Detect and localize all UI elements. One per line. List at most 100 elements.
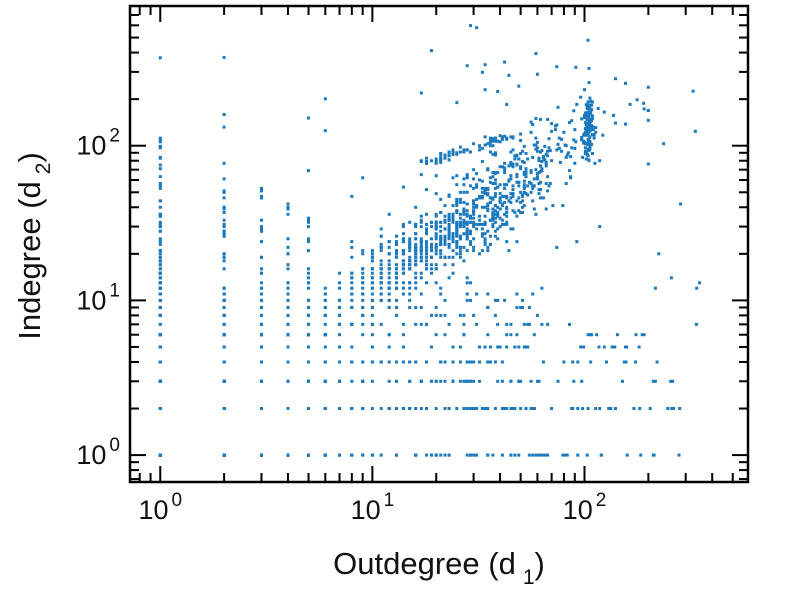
data-point <box>307 216 310 220</box>
data-point <box>338 379 341 383</box>
data-point <box>395 286 398 290</box>
data-point <box>379 242 383 246</box>
data-point <box>462 218 466 222</box>
data-point <box>493 204 497 208</box>
data-point <box>531 292 535 296</box>
data-point <box>491 207 495 211</box>
data-point <box>361 407 365 410</box>
data-point <box>222 190 226 194</box>
data-point <box>531 186 535 190</box>
data-point <box>572 138 576 142</box>
data-point <box>361 249 365 253</box>
data-point <box>517 157 521 161</box>
data-point <box>338 453 341 457</box>
data-point <box>498 183 502 187</box>
data-point <box>458 245 462 249</box>
data-point <box>350 453 354 457</box>
data-point <box>430 267 433 271</box>
data-point <box>370 333 374 337</box>
data-point <box>361 298 365 302</box>
data-point <box>350 407 354 410</box>
data-point <box>401 249 405 253</box>
data-point <box>401 345 405 349</box>
data-point <box>491 214 495 218</box>
data-point <box>425 281 428 285</box>
data-point <box>509 200 513 204</box>
data-point <box>443 263 447 267</box>
data-point <box>158 240 162 244</box>
data-point <box>496 139 500 143</box>
data-point <box>491 222 495 226</box>
data-point <box>498 345 502 349</box>
data-point <box>515 163 519 167</box>
data-point <box>632 407 636 410</box>
data-point <box>534 212 538 216</box>
data-point <box>419 259 423 263</box>
data-point <box>323 360 327 364</box>
data-point <box>323 345 327 349</box>
data-point <box>547 137 551 141</box>
data-point <box>370 313 374 317</box>
data-point <box>513 154 517 158</box>
data-point <box>625 345 629 349</box>
data-point <box>529 379 533 383</box>
data-point <box>379 360 383 364</box>
data-point <box>401 281 405 285</box>
data-point <box>469 242 472 246</box>
data-point <box>465 214 469 218</box>
data-point <box>480 222 484 226</box>
data-point <box>458 252 462 256</box>
data-point <box>646 118 650 122</box>
data-point <box>307 360 310 364</box>
data-point <box>493 151 497 155</box>
data-point <box>222 161 226 165</box>
data-point <box>307 298 310 302</box>
data-point <box>379 227 383 231</box>
data-point <box>465 407 469 410</box>
data-point <box>540 286 544 290</box>
data-point <box>588 125 592 129</box>
data-point <box>458 313 462 317</box>
data-point <box>458 197 462 201</box>
data-point <box>370 322 374 326</box>
data-point <box>307 276 310 280</box>
data-point <box>307 407 310 410</box>
data-point <box>222 207 226 211</box>
data-point <box>307 313 310 317</box>
data-point <box>370 453 374 457</box>
data-point <box>515 214 519 218</box>
data-point <box>589 360 593 364</box>
data-point <box>579 345 583 349</box>
data-point <box>158 333 162 337</box>
data-point <box>590 124 594 127</box>
data-point <box>465 190 469 194</box>
data-point <box>565 453 569 457</box>
data-point <box>509 453 513 457</box>
data-point <box>469 214 472 218</box>
data-point <box>260 267 263 271</box>
data-point <box>425 263 428 267</box>
data-point <box>307 322 310 326</box>
data-point <box>465 209 469 213</box>
data-point <box>564 144 568 148</box>
data-point <box>222 229 226 233</box>
data-point <box>534 136 538 140</box>
data-point <box>401 322 405 326</box>
data-point <box>443 218 447 222</box>
data-point <box>586 110 590 114</box>
data-point <box>532 177 536 181</box>
data-point <box>434 214 438 218</box>
data-point <box>350 286 354 290</box>
data-point <box>588 147 592 151</box>
data-point <box>307 281 310 285</box>
data-point <box>614 77 617 81</box>
data-point <box>222 360 226 364</box>
x-axis-label-subscript: 1 <box>523 566 535 589</box>
data-point <box>541 156 545 160</box>
data-point <box>222 267 226 271</box>
data-point <box>419 249 423 253</box>
data-point <box>465 453 469 457</box>
data-point <box>387 263 391 267</box>
data-point <box>478 222 481 226</box>
data-point <box>451 234 455 238</box>
